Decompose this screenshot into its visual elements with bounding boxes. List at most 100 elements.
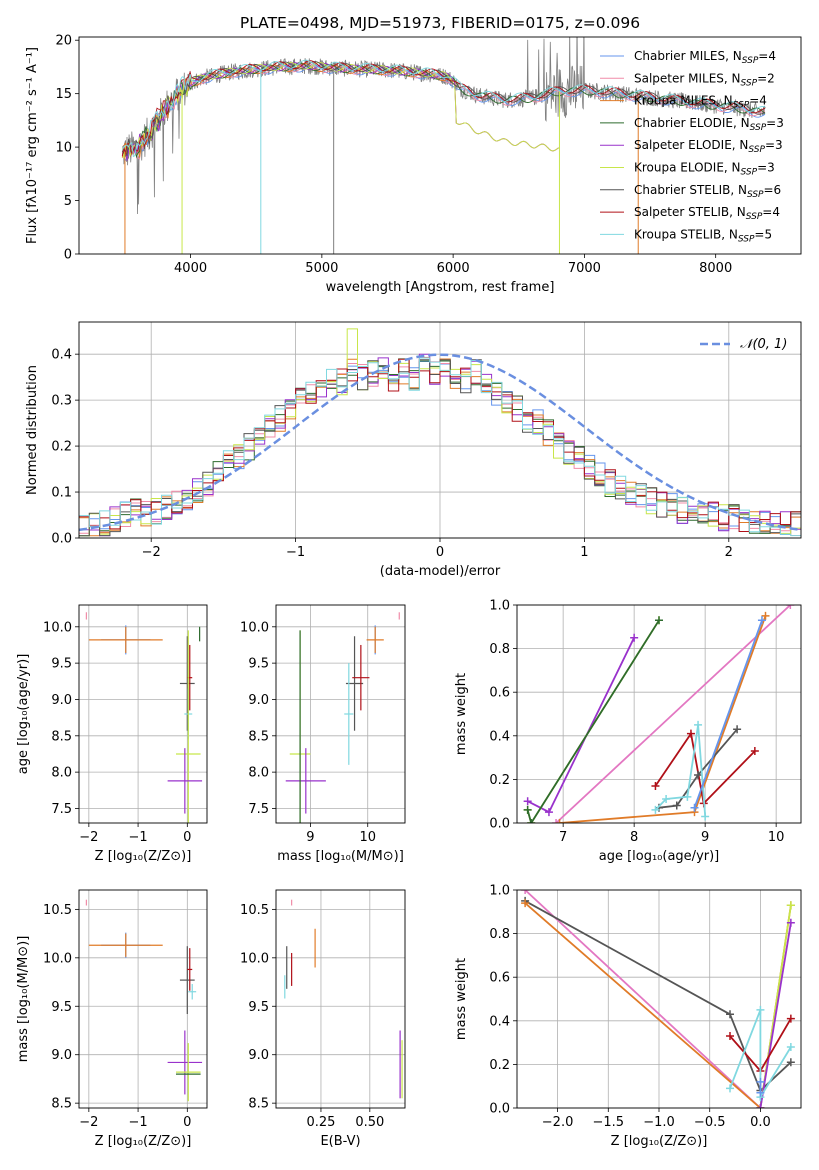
legend-sub: SSP bbox=[746, 212, 763, 222]
weight-marker-kroupa_stelib bbox=[701, 812, 710, 821]
model-line-kroupa_stelib bbox=[121, 59, 766, 158]
x-tick-label: −0.5 bbox=[694, 1115, 726, 1130]
weight-line-chabrier_elodie bbox=[526, 619, 660, 823]
axes-frame bbox=[78, 889, 208, 1109]
legend-sub: SSP bbox=[742, 56, 759, 66]
x-axis-label: Z [log₁₀(Z/Z⊙)] bbox=[95, 849, 192, 864]
weight-marker-kroupa_stelib bbox=[786, 1042, 795, 1051]
legend-label: Chabrier MILES, N bbox=[634, 49, 742, 63]
weight-marker-chabrier_miles bbox=[756, 1077, 765, 1086]
y-tick-label: 0.2 bbox=[489, 773, 510, 788]
weight-marker-salpeter_stelib bbox=[786, 1014, 795, 1023]
weight-line-salpeter_elodie bbox=[527, 637, 635, 814]
axes-frame bbox=[516, 604, 802, 824]
y-tick-label: 9.0 bbox=[51, 693, 72, 708]
legend-entry-salpeter_miles: Salpeter MILES, NSSP=2 bbox=[634, 71, 775, 88]
weight-marker-chabrier_stelib bbox=[733, 725, 742, 734]
weight-marker-salpeter_elodie bbox=[544, 808, 553, 817]
model-line-chabrier_stelib bbox=[121, 61, 766, 156]
y-tick-label: 20 bbox=[55, 34, 72, 49]
weight-line-salpeter_elodie bbox=[759, 922, 792, 1108]
plot-area bbox=[121, 37, 766, 254]
weight-line-weight_pink bbox=[555, 605, 791, 823]
y-tick-label: 10.0 bbox=[43, 620, 72, 635]
y-tick-label: 1.0 bbox=[489, 884, 510, 899]
y-tick-label: 15 bbox=[55, 87, 72, 102]
legend-sub: SSP bbox=[741, 168, 758, 178]
legend-entry-normal: 𝒩(0, 1) bbox=[740, 337, 787, 352]
x-tick-label: −2 bbox=[142, 545, 161, 560]
y-axis-label: mass [log₁₀(M/M⊙)] bbox=[16, 936, 31, 1063]
y-tick-label: 8.0 bbox=[51, 766, 72, 781]
legend-label: Chabrier STELIB, N bbox=[634, 183, 747, 197]
weight-marker-salpeter_elodie bbox=[756, 1104, 765, 1108]
y-tick-label: 0.4 bbox=[489, 729, 510, 744]
axes-frame bbox=[516, 889, 802, 1109]
x-tick-label: −1.5 bbox=[592, 1115, 624, 1130]
y-tick-label: 10 bbox=[55, 141, 72, 156]
y-tick-label: 0.2 bbox=[489, 1058, 510, 1073]
x-tick-label: 0 bbox=[436, 545, 444, 560]
y-tick-label: 0.6 bbox=[489, 686, 510, 701]
y-tick-label: 9.0 bbox=[248, 693, 269, 708]
y-tick-label: 0.0 bbox=[489, 817, 510, 832]
weight-line-chabrier_miles bbox=[693, 619, 763, 809]
legend-entry-kroupa_stelib: Kroupa STELIB, NSSP=5 bbox=[634, 227, 772, 244]
legend-suffix: =4 bbox=[762, 205, 780, 219]
axes-frame bbox=[275, 889, 406, 1109]
y-tick-label: 7.5 bbox=[248, 802, 269, 817]
y-tick-label: 8.5 bbox=[248, 1097, 269, 1112]
legend-suffix: =3 bbox=[765, 138, 783, 152]
x-tick-label: 6000 bbox=[437, 261, 470, 276]
x-axis-label: E(B-V) bbox=[320, 1134, 360, 1149]
x-axis-label: Z [log₁₀(Z/Z⊙)] bbox=[95, 1134, 192, 1149]
y-tick-label: 0.4 bbox=[51, 348, 72, 363]
weight-line-weight_pink bbox=[524, 890, 762, 1108]
legend-suffix: =6 bbox=[764, 183, 782, 197]
y-tick-label: 10.0 bbox=[240, 951, 269, 966]
y-tick-label: 9.5 bbox=[51, 657, 72, 672]
weight-marker-salpeter_stelib bbox=[651, 781, 660, 790]
weight-marker-kroupa_miles bbox=[761, 611, 770, 620]
weight-marker-weight_pink bbox=[552, 819, 561, 823]
y-tick-label: 0.4 bbox=[489, 1014, 510, 1029]
weight-marker-chabrier_stelib bbox=[672, 801, 681, 810]
x-tick-label: 0.0 bbox=[750, 1115, 771, 1130]
plot-area bbox=[523, 605, 795, 823]
legend-entry-kroupa_elodie: Kroupa ELODIE, NSSP=3 bbox=[634, 161, 775, 178]
y-tick-label: 0.6 bbox=[489, 971, 510, 986]
x-axis-label: (data-model)/error bbox=[380, 564, 501, 579]
chart-mass_vs_z: −2 −1 0 8.5 9.0 9.5 10.0 10.5 Z [log₁₀(Z/Z⊙)] mas… bbox=[16, 889, 208, 1149]
legend-label: Kroupa MILES, N bbox=[634, 94, 733, 108]
chart-weight_vs_z: −2.0 −1.5 −1.0 −0.5 0.0 0.0 0.2 0.4 0.6 0.8 1.0 Z [… bbox=[454, 884, 802, 1149]
legend-entry-kroupa_miles: Kroupa MILES, NSSP=4 bbox=[634, 94, 767, 111]
y-axis-label: age [log₁₀(age/yr)] bbox=[16, 654, 31, 775]
weight-marker-weight_pink bbox=[786, 605, 795, 609]
weight-marker-kroupa_stelib bbox=[651, 805, 660, 814]
y-tick-label: 9.5 bbox=[248, 657, 269, 672]
legend-entry-chabrier_stelib: Chabrier STELIB, NSSP=6 bbox=[634, 183, 781, 200]
weight-marker-kroupa_miles bbox=[555, 819, 564, 823]
y-tick-label: 0.8 bbox=[489, 927, 510, 942]
y-tick-label: 0.3 bbox=[51, 394, 72, 409]
y-tick-label: 9.0 bbox=[248, 1048, 269, 1063]
y-axis-label: mass weight bbox=[454, 958, 469, 1040]
legend-sub: SSP bbox=[747, 190, 764, 200]
axes-frame bbox=[78, 604, 208, 824]
weight-marker-chabrier_miles bbox=[756, 1088, 765, 1097]
weight-marker-chabrier_elodie bbox=[523, 805, 532, 814]
weight-line-kroupa_stelib bbox=[729, 1009, 792, 1101]
legend-entry-chabrier_miles: Chabrier MILES, NSSP=4 bbox=[634, 49, 776, 66]
legend-sub: SSP bbox=[733, 101, 750, 111]
weight-marker-kroupa_miles bbox=[521, 899, 530, 908]
x-tick-label: 0 bbox=[183, 830, 191, 845]
x-tick-label: 9 bbox=[306, 830, 314, 845]
weight-marker-chabrier_elodie bbox=[655, 616, 663, 625]
y-axis-label: Normed distribution bbox=[25, 365, 40, 495]
x-axis-label: mass [log₁₀(M/M⊙)] bbox=[277, 849, 404, 864]
axes-frame bbox=[78, 321, 802, 539]
plot-area bbox=[85, 899, 203, 1102]
x-tick-label: 1 bbox=[580, 545, 588, 560]
y-tick-label: 8.5 bbox=[51, 1097, 72, 1112]
